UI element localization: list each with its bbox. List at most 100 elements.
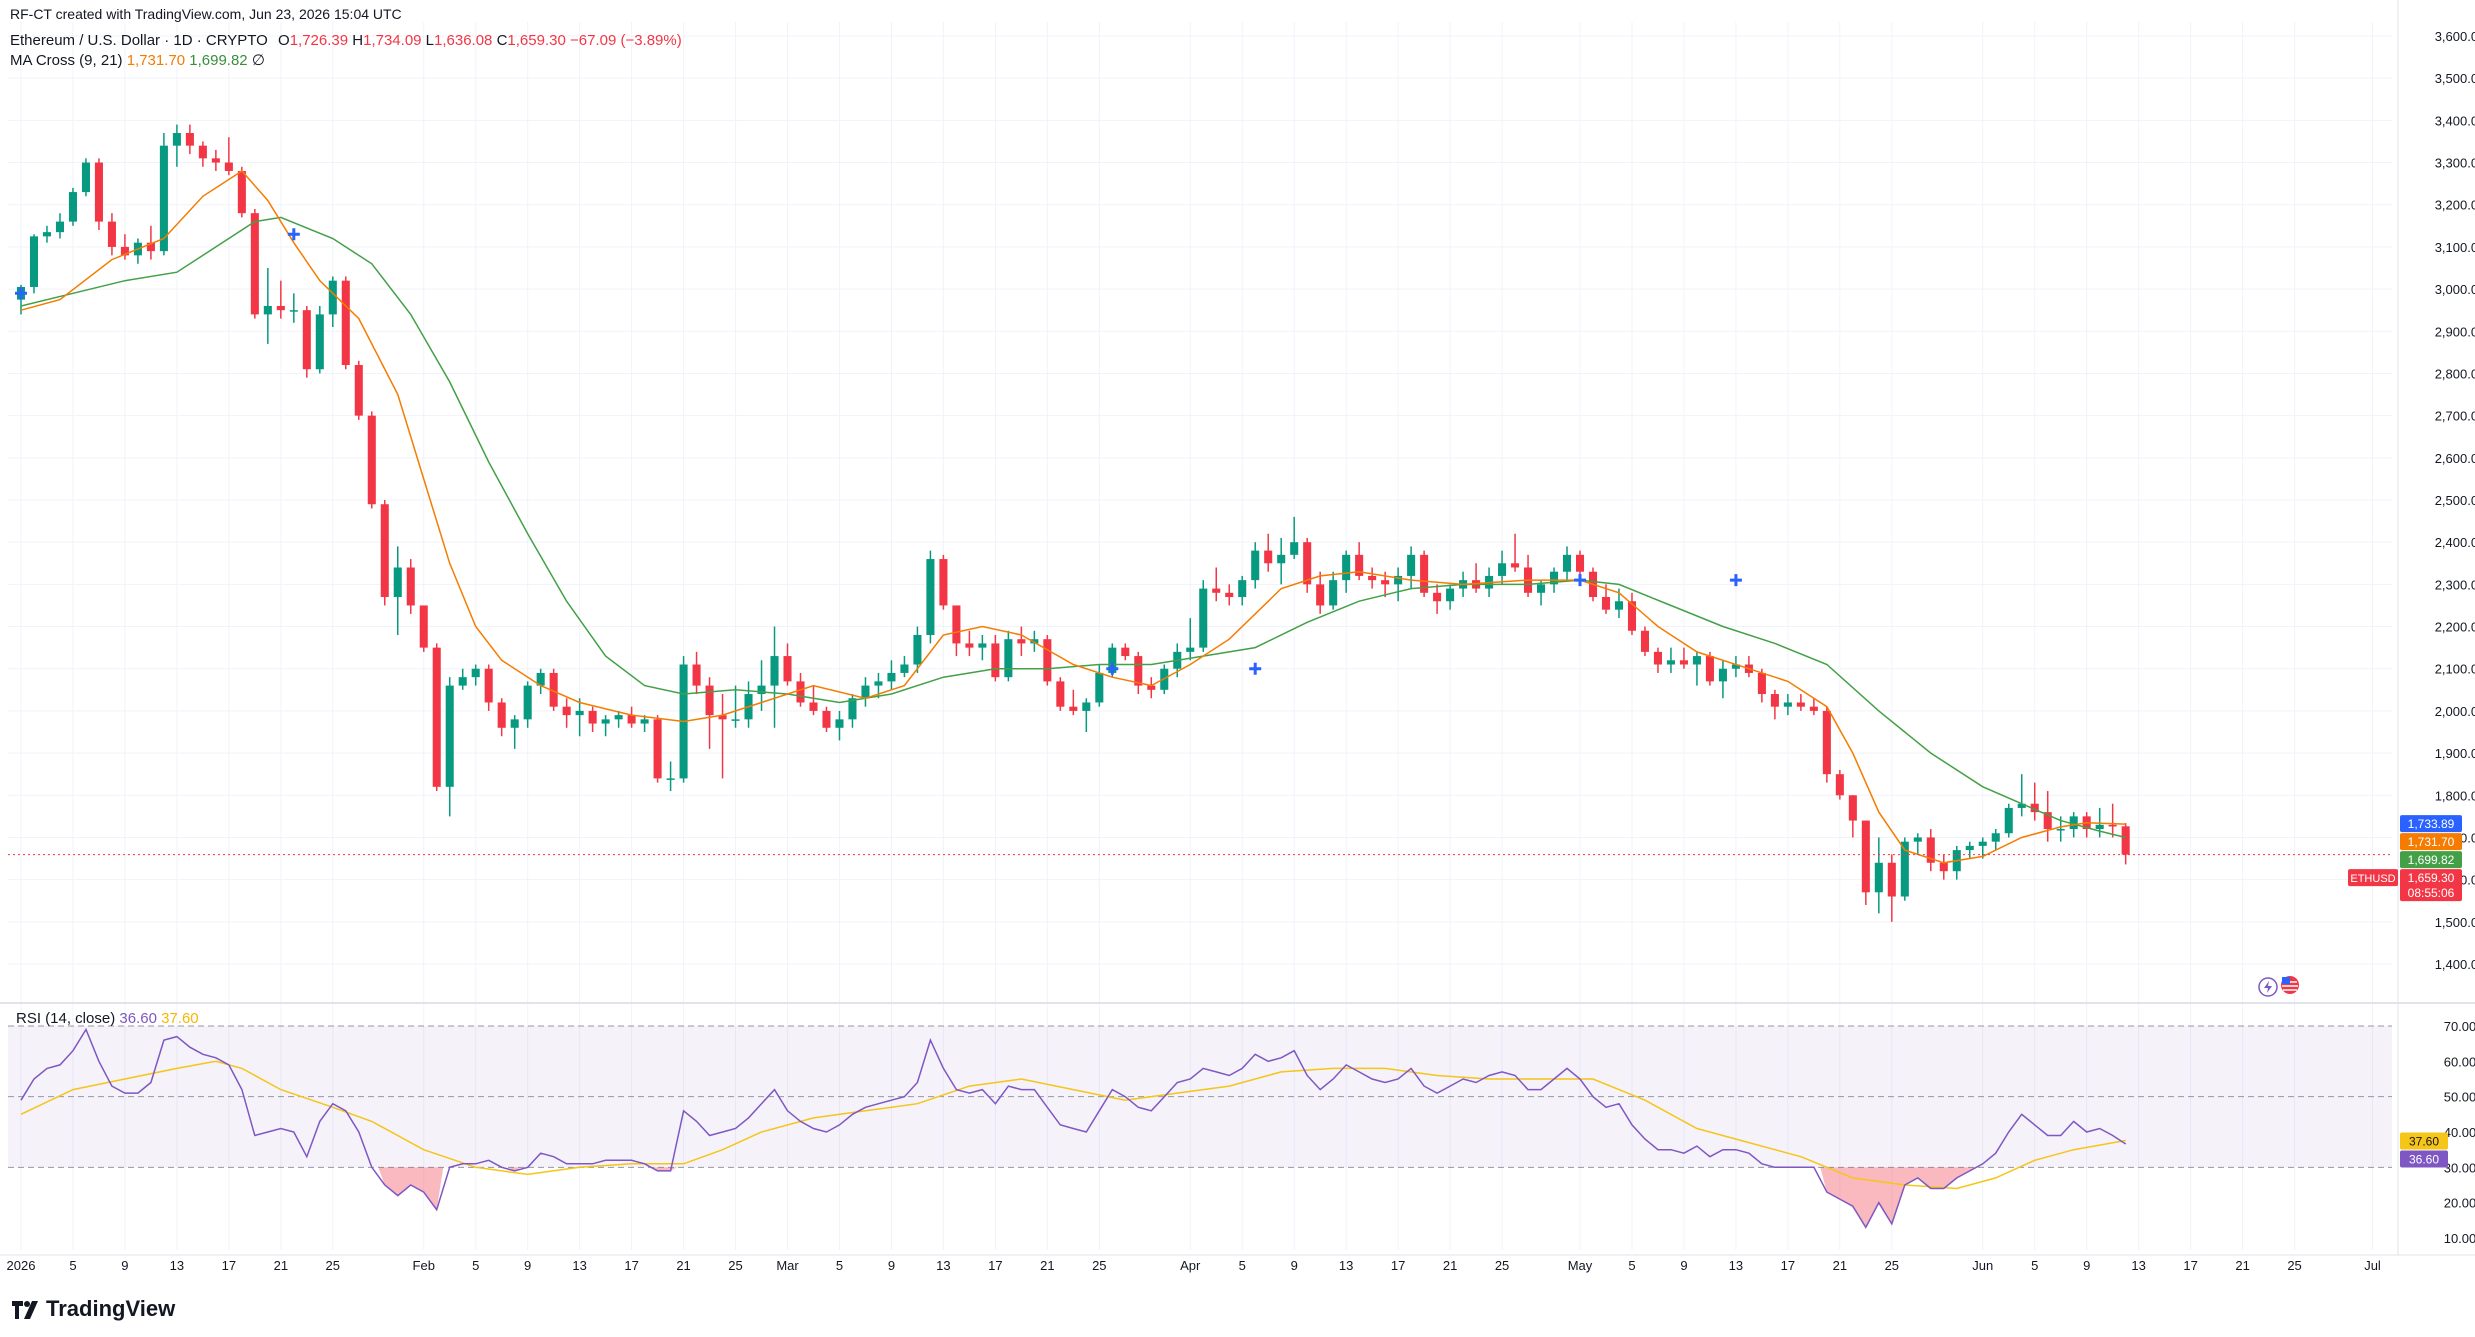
candle-body [1770, 694, 1779, 707]
candle-body [120, 246, 129, 256]
candle-body [900, 664, 909, 673]
candle-body [1835, 774, 1844, 796]
candle-body [159, 145, 168, 252]
time-tick-label: 5 [2031, 1258, 2038, 1273]
candle-body [94, 162, 103, 222]
ma-legend[interactable]: MA Cross (9, 21) 1,731.70 1,699.82 ∅ [10, 51, 265, 69]
candle-body [796, 681, 805, 703]
rsi-band [8, 1025, 2392, 1228]
candle-body [1679, 660, 1688, 665]
time-tick-label: Feb [413, 1258, 435, 1273]
rsi-tick-label: 20.00 [2444, 1196, 2475, 1211]
candle-body [237, 170, 246, 214]
price-tick-label: 2,900.00 [2435, 324, 2475, 339]
candles [16, 124, 2130, 922]
candle-body [861, 685, 870, 699]
candle-body [1095, 672, 1104, 703]
candle-body [1848, 795, 1857, 821]
time-tick-label: 25 [1885, 1258, 1899, 1273]
candle-body [484, 668, 493, 703]
candle-body [471, 668, 480, 678]
candle-body [1069, 706, 1078, 711]
time-tick-label: 2026 [7, 1258, 36, 1273]
lightning-icon [2258, 977, 2278, 997]
time-tick-label: 17 [624, 1258, 638, 1273]
tradingview-logo[interactable]: TradingView [12, 1296, 175, 1322]
price-axis-label-bg [2400, 851, 2462, 869]
candle-body [1653, 651, 1662, 665]
candle-body [718, 715, 727, 720]
time-tick-label: 21 [1443, 1258, 1457, 1273]
price-tick-label: 1,800.00 [2435, 788, 2475, 803]
time-tick-label: 9 [888, 1258, 895, 1273]
candle-body [1043, 639, 1052, 682]
ma-fast-line [20, 170, 2126, 864]
rsi-value: 36.60 [119, 1010, 157, 1027]
ma-cross-marker [14, 287, 27, 300]
candle-body [601, 719, 610, 724]
candle-body [1056, 681, 1065, 707]
candle-body [731, 719, 740, 721]
candle-body [978, 643, 987, 648]
price-tick-label: 3,000.00 [2435, 282, 2475, 297]
candle-body [1004, 639, 1013, 678]
rsi-tick-label: 30.00 [2444, 1160, 2475, 1175]
symbol-tag-bg [2348, 869, 2398, 887]
open-label: O [278, 32, 290, 49]
tradingview-logo-icon [12, 1301, 38, 1319]
rsi-oversold-fill [378, 1167, 444, 1210]
candle-body [185, 133, 194, 146]
candle-body [432, 647, 441, 787]
candle-body [1965, 845, 1974, 851]
price-tick-label: 1,500.00 [2435, 915, 2475, 930]
candle-body [107, 221, 116, 247]
candle-body [887, 672, 896, 682]
candle-body [627, 715, 636, 724]
rsi-name: RSI (14, close) [16, 1010, 116, 1027]
close-value: 1,659.30 [507, 32, 566, 49]
candle-body [1355, 554, 1364, 576]
price-tick-label: 3,200.00 [2435, 198, 2475, 213]
rsi-tick-label: 10.00 [2444, 1231, 2475, 1246]
symbol-legend[interactable]: Ethereum / U.S. Dollar · 1D · CRYPTO O1,… [10, 32, 682, 49]
candle-body [705, 685, 714, 716]
price-tick-label: 2,600.00 [2435, 451, 2475, 466]
time-tick-label: Mar [776, 1258, 799, 1273]
price-tick-label: 2,800.00 [2435, 366, 2475, 381]
candle-body [523, 685, 532, 720]
candle-body [536, 672, 545, 686]
candle-body [1705, 656, 1714, 682]
candle-body [549, 672, 558, 707]
candle-body [1692, 656, 1701, 665]
lightning-icon-bolt [2264, 981, 2272, 993]
candle-body [1368, 575, 1377, 581]
candle-body [1238, 580, 1247, 598]
time-tick-label: 25 [1495, 1258, 1509, 1273]
candle-body [575, 710, 584, 716]
candle-body [2121, 826, 2130, 855]
candle-body [354, 365, 363, 416]
candle-body [445, 685, 454, 787]
candle-body [276, 305, 285, 311]
candle-body [380, 504, 389, 598]
time-tick-label: 5 [836, 1258, 843, 1273]
chart-icons [2258, 976, 2299, 997]
rsi-legend[interactable]: RSI (14, close) 36.60 37.60 [16, 1010, 199, 1027]
ma-slow-value: 1,699.82 [189, 52, 248, 69]
candle-body [1134, 656, 1143, 686]
candle-body [341, 280, 350, 366]
candle-body [1381, 580, 1390, 585]
countdown-label: 08:55:06 [2408, 886, 2455, 900]
price-axis-label: 1,731.70 [2408, 835, 2455, 849]
candle-body [1225, 592, 1234, 598]
price-tick-label: 2,200.00 [2435, 620, 2475, 635]
candle-body [497, 702, 506, 728]
candle-body [263, 305, 272, 315]
moving-averages [8, 170, 2392, 864]
ma-cross-marker [1729, 574, 1742, 587]
candle-body [1640, 630, 1649, 652]
price-tick-label: 3,300.00 [2435, 156, 2475, 171]
price-axis-label-bg [2400, 833, 2462, 851]
candle-body [1108, 647, 1117, 673]
